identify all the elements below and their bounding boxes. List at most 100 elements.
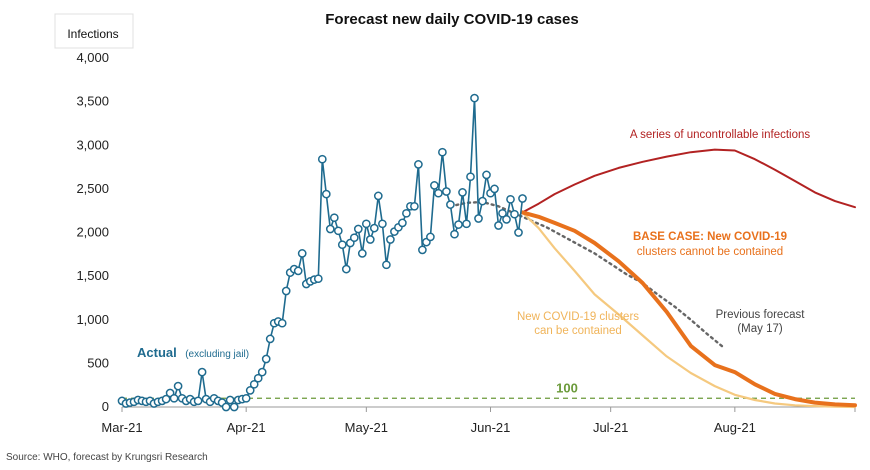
actual-point	[402, 208, 411, 218]
x-tick-label: Jun-21	[471, 420, 511, 435]
actual-point	[349, 233, 359, 243]
actual-point	[490, 184, 499, 194]
series-previous-forecast-line	[449, 200, 724, 348]
annotation-previous-line-1: Previous forecast	[716, 309, 806, 321]
annotation-actual: Actual (excluding jail)	[137, 344, 249, 361]
actual-point	[173, 381, 183, 391]
y-tick-label: 500	[87, 355, 109, 370]
x-tick-label: Apr-21	[227, 420, 266, 435]
annotation-previous-line-2: (May 17)	[737, 323, 783, 335]
actual-point	[470, 93, 479, 103]
actual-point	[317, 154, 327, 164]
series-actual-line	[121, 97, 524, 408]
actual-point	[325, 224, 335, 234]
actual-point	[261, 354, 271, 364]
source-note: Source: WHO, forecast by Krungsri Resear…	[6, 452, 208, 463]
actual-point	[478, 196, 487, 206]
actual-point	[333, 226, 343, 236]
actual-point	[169, 393, 179, 403]
actual-point	[494, 221, 503, 230]
actual-point	[361, 219, 371, 229]
actual-point	[426, 232, 435, 242]
actual-point	[249, 379, 259, 389]
actual-point	[225, 395, 235, 405]
y-tick-label: 3,500	[76, 94, 109, 109]
y-tick-label: 0	[102, 399, 109, 414]
actual-point	[466, 172, 475, 182]
y-tick-labels: 4,000 3,500 3,000 2,500 2,000 1,500 1,000 500 0	[76, 50, 109, 414]
y-axis-label: Infections	[67, 27, 118, 41]
actual-point	[229, 402, 239, 412]
reference-line-group: 100	[122, 380, 855, 399]
actual-point	[518, 194, 527, 203]
actual-point	[241, 393, 251, 403]
y-tick-label: 2,500	[76, 181, 109, 196]
actual-point	[474, 214, 483, 223]
actual-point	[498, 208, 507, 218]
annotation-actual-note: (excluding jail)	[185, 349, 249, 360]
annotation-uncontrollable: A series of uncontrollable infections	[630, 129, 811, 141]
actual-point	[365, 235, 375, 244]
actual-point	[382, 260, 391, 270]
actual-point	[265, 334, 275, 344]
x-tick-label: May-21	[345, 420, 388, 435]
x-tick-label: Mar-21	[101, 420, 142, 435]
actual-point	[245, 386, 255, 395]
y-tick-label: 1,000	[76, 312, 109, 327]
actual-point	[257, 367, 267, 377]
reference-line-label: 100	[556, 380, 578, 395]
series-uncontrollable-line	[521, 148, 856, 214]
x-tick-labels: Mar-21 Apr-21 May-21 Jun-21 Jul-21 Aug-21	[101, 407, 856, 435]
y-tick-label: 1,500	[76, 268, 109, 283]
annotation-contained-line-1: New COVID-19 clusters	[517, 311, 639, 323]
actual-point	[197, 367, 207, 377]
actual-point	[313, 274, 323, 284]
actual-point	[438, 147, 447, 157]
actual-point	[297, 249, 307, 258]
actual-point	[378, 219, 387, 229]
actual-point	[386, 235, 395, 244]
y-tick-label: 3,000	[76, 137, 109, 152]
actual-point	[357, 249, 367, 258]
actual-point	[321, 189, 331, 199]
actual-point	[418, 245, 427, 255]
actual-series	[117, 93, 527, 412]
actual-point	[510, 209, 519, 219]
actual-point	[369, 223, 379, 233]
actual-point	[277, 318, 287, 328]
series-contained-line	[521, 211, 857, 409]
annotation-base-case-line-1: BASE CASE: New COVID-19	[633, 231, 787, 243]
actual-point	[410, 201, 419, 211]
actual-point	[430, 181, 439, 190]
actual-point	[506, 194, 515, 204]
actual-point	[353, 224, 363, 234]
actual-point	[454, 220, 463, 229]
x-tick-label: Aug-21	[714, 420, 756, 435]
actual-point	[337, 240, 347, 250]
actual-point	[193, 396, 203, 406]
actual-point	[442, 187, 451, 196]
actual-point	[446, 200, 455, 209]
actual-point	[482, 170, 491, 180]
forecast-lines	[449, 148, 857, 409]
actual-point	[281, 286, 291, 296]
actual-point	[221, 402, 231, 412]
y-tick-label: 2,000	[76, 225, 109, 240]
actual-point	[293, 266, 303, 276]
actual-point	[462, 219, 471, 229]
actual-point	[329, 213, 339, 223]
x-tick-label: Jul-21	[593, 420, 628, 435]
y-axis-label-box	[54, 13, 134, 49]
annotation-base-case-line-2: clusters cannot be contained	[637, 246, 783, 258]
chart-title: Forecast new daily COVID-19 cases	[325, 11, 578, 28]
actual-point	[161, 394, 171, 404]
actual-point	[434, 188, 443, 198]
annotation-contained-line-2: can be contained	[534, 325, 622, 337]
actual-point	[450, 229, 459, 239]
y-tick-label: 4,000	[76, 50, 109, 65]
actual-point	[373, 191, 383, 201]
actual-point	[514, 228, 523, 237]
actual-point	[341, 264, 351, 274]
series-base-case-line	[520, 210, 857, 408]
